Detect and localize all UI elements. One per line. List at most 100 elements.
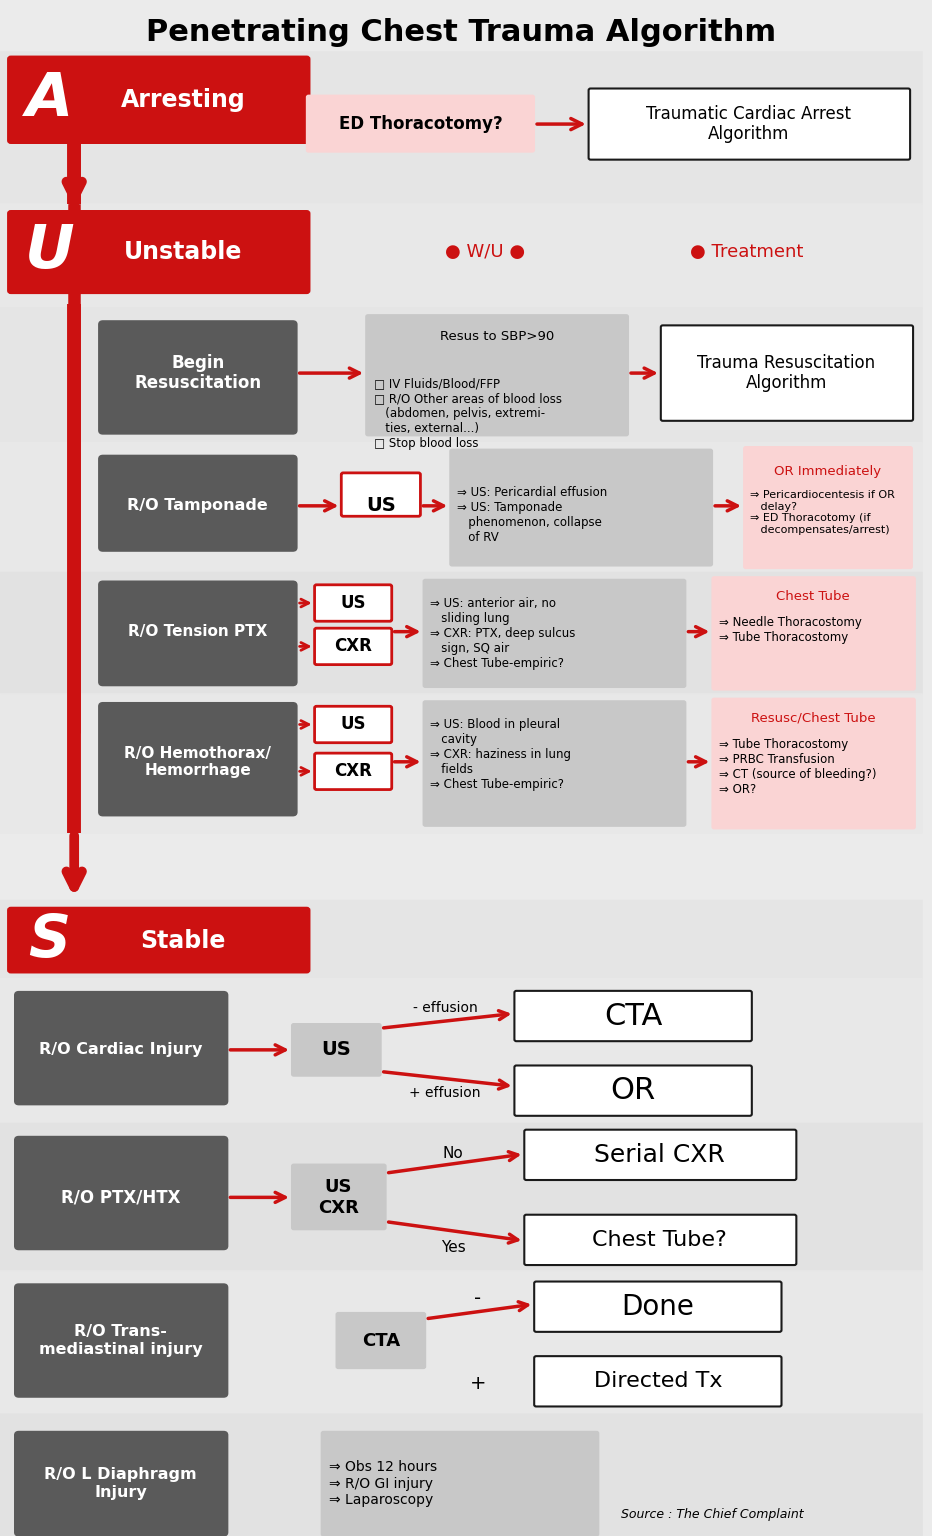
Text: ⇒ Needle Thoracostomy
⇒ Tube Thoracostomy: ⇒ Needle Thoracostomy ⇒ Tube Thoracostom…	[720, 616, 862, 644]
Text: ⇒ Pericardiocentesis if OR
   delay?
⇒ ED Thoracotomy (if
   decompensates/arres: ⇒ Pericardiocentesis if OR delay? ⇒ ED T…	[750, 490, 895, 535]
FancyBboxPatch shape	[99, 456, 296, 551]
FancyBboxPatch shape	[0, 1272, 922, 1415]
FancyBboxPatch shape	[423, 579, 686, 687]
FancyBboxPatch shape	[514, 1066, 752, 1115]
FancyBboxPatch shape	[7, 57, 309, 143]
Text: CXR: CXR	[335, 762, 372, 780]
FancyBboxPatch shape	[292, 1164, 386, 1229]
Text: ⇒ US: Blood in pleural
   cavity
⇒ CXR: haziness in lung
   fields
⇒ Chest Tube-: ⇒ US: Blood in pleural cavity ⇒ CXR: haz…	[431, 719, 571, 791]
Text: R/O Cardiac Injury: R/O Cardiac Injury	[39, 1043, 202, 1057]
FancyBboxPatch shape	[525, 1129, 796, 1180]
FancyBboxPatch shape	[514, 991, 752, 1041]
FancyBboxPatch shape	[315, 628, 391, 665]
FancyBboxPatch shape	[336, 1313, 425, 1369]
Text: R/O Tamponade: R/O Tamponade	[128, 498, 268, 513]
FancyBboxPatch shape	[315, 707, 391, 743]
FancyBboxPatch shape	[0, 573, 922, 694]
FancyBboxPatch shape	[15, 1284, 227, 1396]
FancyBboxPatch shape	[315, 585, 391, 621]
Text: ● W/U ●: ● W/U ●	[445, 243, 525, 261]
FancyBboxPatch shape	[0, 204, 922, 309]
Text: -: -	[474, 1289, 481, 1309]
Text: R/O PTX/HTX: R/O PTX/HTX	[61, 1189, 181, 1206]
Text: US: US	[340, 594, 366, 611]
FancyBboxPatch shape	[0, 309, 922, 442]
Text: Begin
Resuscitation: Begin Resuscitation	[134, 353, 261, 393]
Text: OR Immediately: OR Immediately	[774, 464, 882, 478]
Text: ED Thoracotomy?: ED Thoracotomy?	[338, 115, 502, 134]
Text: U: U	[24, 223, 75, 281]
Text: US: US	[340, 716, 366, 734]
Text: ⇒ Obs 12 hours
⇒ R/O GI injury
⇒ Laparoscopy: ⇒ Obs 12 hours ⇒ R/O GI injury ⇒ Laparos…	[329, 1461, 437, 1507]
FancyBboxPatch shape	[712, 578, 915, 690]
Text: Chest Tube: Chest Tube	[776, 590, 850, 604]
FancyBboxPatch shape	[7, 210, 309, 293]
Text: Arresting: Arresting	[120, 88, 245, 112]
FancyBboxPatch shape	[315, 753, 391, 790]
Text: ⇒ Tube Thoracostomy
⇒ PRBC Transfusion
⇒ CT (source of bleeding?)
⇒ OR?: ⇒ Tube Thoracostomy ⇒ PRBC Transfusion ⇒…	[720, 737, 877, 796]
Text: Stable: Stable	[141, 929, 226, 952]
Text: OR: OR	[610, 1077, 656, 1104]
Text: S: S	[29, 912, 71, 969]
Text: ⇒ US: anterior air, no
   sliding lung
⇒ CXR: PTX, deep sulcus
   sign, SQ air
⇒: ⇒ US: anterior air, no sliding lung ⇒ CX…	[431, 598, 576, 670]
FancyBboxPatch shape	[712, 699, 915, 828]
Text: R/O Tension PTX: R/O Tension PTX	[129, 624, 267, 639]
Text: A: A	[26, 71, 73, 129]
Text: Traumatic Cardiac Arrest
Algorithm: Traumatic Cardiac Arrest Algorithm	[647, 104, 851, 143]
Text: US: US	[366, 496, 396, 516]
Text: US: US	[322, 1040, 351, 1060]
FancyBboxPatch shape	[0, 52, 922, 204]
Text: Trauma Resuscitation
Algorithm: Trauma Resuscitation Algorithm	[697, 353, 875, 393]
FancyBboxPatch shape	[0, 900, 922, 978]
Text: + effusion: + effusion	[409, 1086, 481, 1100]
FancyBboxPatch shape	[525, 1215, 796, 1266]
FancyBboxPatch shape	[15, 1137, 227, 1249]
Text: □ IV Fluids/Blood/FFP
□ R/O Other areas of blood loss
   (abdomen, pelvis, extre: □ IV Fluids/Blood/FFP □ R/O Other areas …	[374, 378, 562, 450]
Text: Serial CXR: Serial CXR	[595, 1143, 725, 1167]
Text: No: No	[443, 1146, 463, 1161]
Text: R/O Trans-
mediastinal injury: R/O Trans- mediastinal injury	[39, 1324, 202, 1356]
FancyBboxPatch shape	[450, 450, 712, 565]
FancyBboxPatch shape	[0, 694, 922, 833]
Text: Yes: Yes	[441, 1240, 465, 1255]
FancyBboxPatch shape	[307, 95, 534, 152]
FancyBboxPatch shape	[15, 992, 227, 1104]
Text: Penetrating Chest Trauma Algorithm: Penetrating Chest Trauma Algorithm	[146, 18, 776, 48]
FancyBboxPatch shape	[99, 321, 296, 433]
FancyBboxPatch shape	[0, 442, 922, 573]
Text: US
CXR: US CXR	[318, 1178, 359, 1217]
FancyBboxPatch shape	[423, 700, 686, 826]
Text: Source : The Chief Complaint: Source : The Chief Complaint	[621, 1507, 803, 1521]
FancyBboxPatch shape	[322, 1432, 598, 1536]
FancyBboxPatch shape	[0, 1415, 922, 1536]
Text: Directed Tx: Directed Tx	[594, 1372, 722, 1392]
Text: Done: Done	[622, 1293, 694, 1321]
FancyBboxPatch shape	[99, 581, 296, 685]
Text: +: +	[470, 1375, 487, 1393]
FancyBboxPatch shape	[15, 1432, 227, 1536]
Text: R/O Hemothorax/
Hemorrhage: R/O Hemothorax/ Hemorrhage	[124, 745, 271, 779]
Text: Resus to SBP>90: Resus to SBP>90	[441, 330, 555, 343]
FancyBboxPatch shape	[0, 1124, 922, 1272]
Text: R/O L Diaphragm
Injury: R/O L Diaphragm Injury	[45, 1467, 197, 1499]
Text: CTA: CTA	[362, 1332, 400, 1350]
FancyBboxPatch shape	[534, 1356, 782, 1407]
FancyBboxPatch shape	[292, 1025, 381, 1075]
Text: ● Treatment: ● Treatment	[691, 243, 803, 261]
FancyBboxPatch shape	[99, 703, 296, 816]
Text: - effusion: - effusion	[413, 1001, 477, 1015]
Text: CTA: CTA	[604, 1001, 663, 1031]
Text: Resusc/Chest Tube: Resusc/Chest Tube	[751, 711, 875, 725]
FancyBboxPatch shape	[661, 326, 913, 421]
FancyBboxPatch shape	[744, 447, 912, 568]
FancyBboxPatch shape	[341, 473, 420, 516]
FancyBboxPatch shape	[7, 908, 309, 972]
Text: CXR: CXR	[335, 637, 372, 656]
FancyBboxPatch shape	[534, 1281, 782, 1332]
FancyBboxPatch shape	[0, 978, 922, 1124]
FancyBboxPatch shape	[589, 89, 911, 160]
Text: Unstable: Unstable	[124, 240, 242, 264]
FancyBboxPatch shape	[366, 315, 628, 436]
Text: ⇒ US: Pericardial effusion
⇒ US: Tamponade
   phenomenon, collapse
   of RV: ⇒ US: Pericardial effusion ⇒ US: Tampona…	[457, 485, 608, 544]
Text: Chest Tube?: Chest Tube?	[593, 1230, 727, 1250]
